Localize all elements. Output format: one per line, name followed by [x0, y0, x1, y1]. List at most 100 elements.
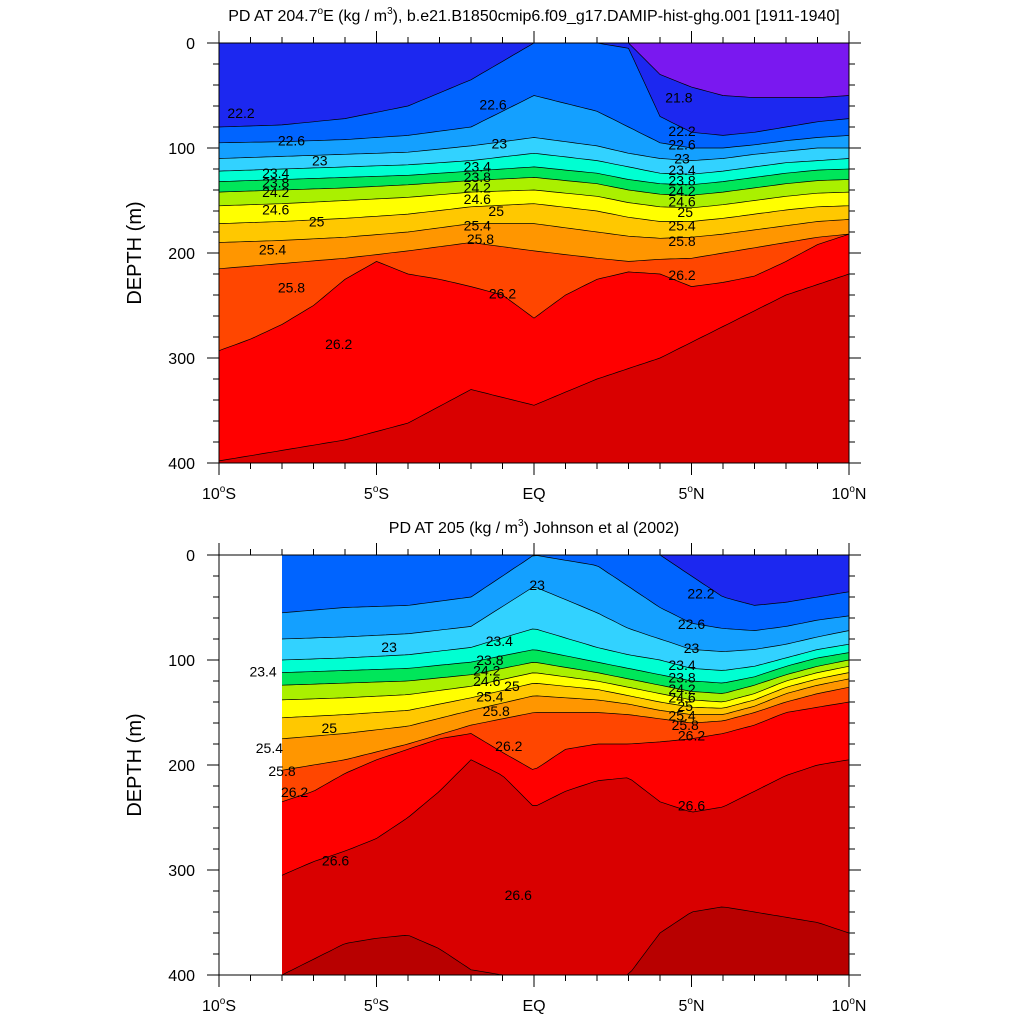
contour-label: 25	[677, 204, 693, 220]
contour-label: 26.6	[322, 852, 349, 868]
contour-label: 23	[312, 152, 328, 168]
top-panel-ylabel: DEPTH (m)	[124, 201, 146, 304]
y-tick-label: 0	[186, 36, 195, 53]
bottom-panel-ylabel: DEPTH (m)	[124, 713, 146, 816]
x-tick-label: 10oS	[202, 484, 236, 503]
contour-label: 23.8	[262, 174, 289, 190]
y-tick-label: 200	[168, 758, 195, 775]
contour-field	[219, 43, 849, 463]
contour-label: 22.6	[668, 137, 695, 153]
contour-label: 25.4	[256, 740, 283, 756]
contour-label: 26.2	[678, 727, 705, 743]
contour-label: 25.4	[668, 707, 695, 723]
contour-line-26-2	[281, 701, 849, 803]
contour-line-22-2	[282, 555, 849, 606]
contour-line-22-6	[219, 95, 849, 149]
contour-label: 24.6	[473, 673, 500, 689]
contour-line-26-6	[281, 759, 849, 876]
contour-label: 23.4	[249, 663, 276, 679]
contour-label: 24.2	[668, 681, 695, 697]
contour-line-27	[281, 906, 849, 975]
contour-label: 24.6	[262, 202, 289, 218]
contour-label: 23.8	[464, 169, 491, 185]
contour-line-25	[281, 672, 849, 719]
contour-label: 24.6	[668, 690, 695, 706]
contour-line-23-8	[219, 166, 849, 186]
contour-line-25-8	[219, 233, 849, 270]
x-tick-label: 10oN	[832, 484, 867, 503]
x-tick-label: 10oS	[202, 996, 236, 1015]
contour-label: 22.2	[668, 123, 695, 139]
contour-label: 23.4	[668, 162, 695, 178]
contour-label: 25.4	[668, 217, 695, 233]
contour-label: 23.4	[486, 633, 513, 649]
contour-label: 23	[684, 640, 700, 656]
contour-label: 26.2	[668, 267, 695, 283]
contour-label: 23	[674, 150, 690, 166]
y-tick-label: 300	[168, 863, 195, 880]
contour-label: 24.2	[473, 662, 500, 678]
x-tick-label: 5oN	[678, 996, 704, 1015]
contour-label: 23	[492, 136, 508, 152]
fill-band-27	[282, 907, 849, 975]
contour-line-24-2	[219, 177, 849, 196]
contour-line-26-2	[219, 233, 849, 352]
contour-label: 22.6	[278, 132, 305, 148]
contour-line-25-4	[219, 219, 849, 243]
contour-label: 23.4	[668, 657, 695, 673]
contour-label: 25.8	[467, 231, 494, 247]
contour-label: 22.2	[687, 586, 714, 602]
fill-band-26-6	[219, 274, 849, 463]
contour-label: 24.2	[668, 183, 695, 199]
x-tick-label: 10oN	[832, 996, 867, 1015]
contour-label: 25.4	[464, 217, 491, 233]
contour-label: 26.2	[495, 738, 522, 754]
contour-label: 26.2	[281, 784, 308, 800]
contour-label: 25.8	[483, 703, 510, 719]
x-tick-label: EQ	[522, 998, 545, 1015]
contour-line-23-4	[219, 152, 849, 175]
contour-line-23-4	[281, 628, 849, 671]
contour-label: 24.6	[668, 193, 695, 209]
contour-label: 24.6	[464, 191, 491, 207]
contour-line-24-2	[281, 659, 849, 694]
contour-line-26-6	[219, 273, 849, 462]
contour-label: 22.6	[479, 97, 506, 113]
y-tick-label: 400	[168, 456, 195, 473]
contour-label: 23.8	[668, 172, 695, 188]
contour-line-25-4	[281, 678, 849, 740]
y-tick-label: 0	[186, 548, 195, 565]
bottom-panel: PD AT 205 (kg / m3) Johnson et al (2002)…	[124, 518, 866, 1015]
contour-label: 23.8	[476, 652, 503, 668]
contour-label: 25.8	[268, 763, 295, 779]
contour-label: 23.4	[262, 165, 289, 181]
x-tick-label: 5oN	[678, 484, 704, 503]
x-tick-label: 5oS	[364, 996, 389, 1015]
contour-label: 22.2	[227, 105, 254, 121]
x-tick-label: EQ	[522, 486, 545, 503]
contour-label: 25	[677, 698, 693, 714]
contour-label: 25.4	[259, 242, 286, 258]
contour-line-21-8	[219, 43, 849, 98]
contour-field	[281, 555, 849, 975]
contour-label: 24.2	[262, 184, 289, 200]
top-panel-title: PD AT 204.7oE (kg / m3), b.e21.B1850cmip…	[228, 6, 840, 25]
contour-line-23	[219, 137, 849, 161]
y-tick-label: 300	[168, 351, 195, 368]
contour-label: 25.8	[278, 279, 305, 295]
contour-line-23	[281, 587, 849, 652]
contour-label: 25.4	[476, 689, 503, 705]
contour-label: 23.4	[464, 159, 491, 175]
contour-label: 23.8	[668, 670, 695, 686]
contour-label: 25	[309, 213, 325, 229]
contour-label: 26.2	[489, 286, 516, 302]
y-tick-label: 200	[168, 246, 195, 263]
contour-label: 21.8	[665, 89, 692, 105]
top-panel: PD AT 204.7oE (kg / m3), b.e21.B1850cmip…	[124, 6, 866, 503]
contour-label: 25	[504, 678, 520, 694]
contour-line-24-6	[281, 665, 849, 703]
contour-label: 25	[488, 203, 504, 219]
contour-label: 26.6	[505, 887, 532, 903]
contour-label: 26.2	[325, 336, 352, 352]
x-tick-label: 5oS	[364, 484, 389, 503]
